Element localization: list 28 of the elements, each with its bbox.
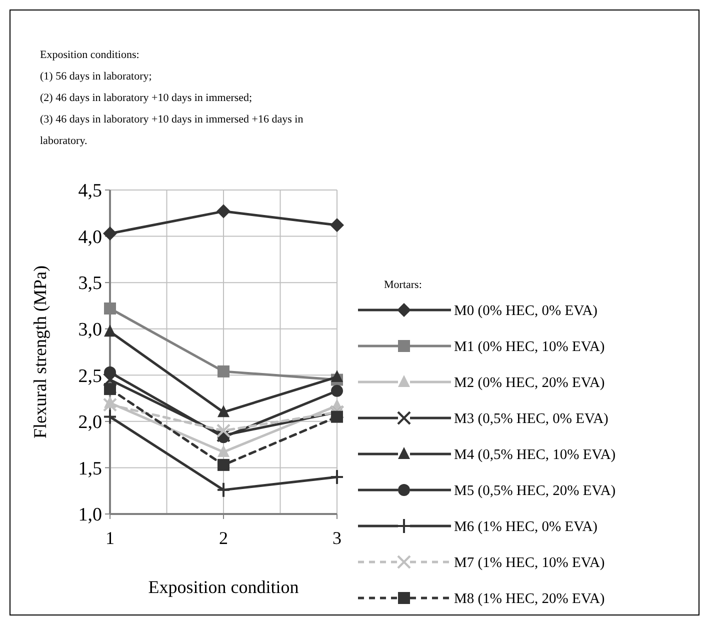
y-tick-label: 4,5: [78, 180, 102, 202]
legend-label: M4 (0,5% HEC, 10% EVA): [454, 447, 616, 464]
x-tick-label: 1: [106, 528, 114, 548]
y-tick-label: 3,0: [78, 320, 102, 341]
text: (1) 56 days in laboratory;: [40, 70, 152, 82]
text: Exposition conditions:: [40, 49, 140, 61]
legend-label: M3 (0,5% HEC, 0% EVA): [454, 411, 609, 428]
y-tick-label: 3,5: [78, 273, 102, 294]
x-tick-label: 2: [219, 528, 228, 548]
text: (3) 46 days in laboratory +10 days in immersed +16 days in: [40, 114, 304, 126]
text: (2) 46 days in laboratory +10 days in immersed;: [40, 92, 252, 104]
legend-label: M6 (1% HEC, 0% EVA): [454, 519, 598, 536]
legend-label: M7 (1% HEC, 10% EVA): [454, 555, 605, 572]
text: laboratory.: [40, 135, 88, 147]
legend-label: M1 (0% HEC, 10% EVA): [454, 339, 605, 356]
legend-label: M2 (0% HEC, 20% EVA): [454, 375, 605, 392]
legend-label: M5 (0,5% HEC, 20% EVA): [454, 483, 616, 500]
legend-title: Mortars:: [384, 279, 422, 291]
y-tick-label: 1,5: [78, 458, 102, 480]
legend-label: M8 (1% HEC, 20% EVA): [454, 591, 605, 608]
y-tick-label: 2,5: [78, 366, 102, 387]
y-axis-title: Flexural strength (MPa): [30, 266, 50, 438]
x-axis-title: Exposition condition: [148, 577, 299, 597]
y-tick-label: 4,0: [78, 226, 102, 248]
x-tick-label: 3: [332, 528, 342, 548]
legend-label: M0 (0% HEC, 0% EVA): [454, 303, 598, 320]
y-tick-label: 1,0: [78, 504, 102, 526]
y-tick-label: 2,0: [78, 412, 102, 434]
